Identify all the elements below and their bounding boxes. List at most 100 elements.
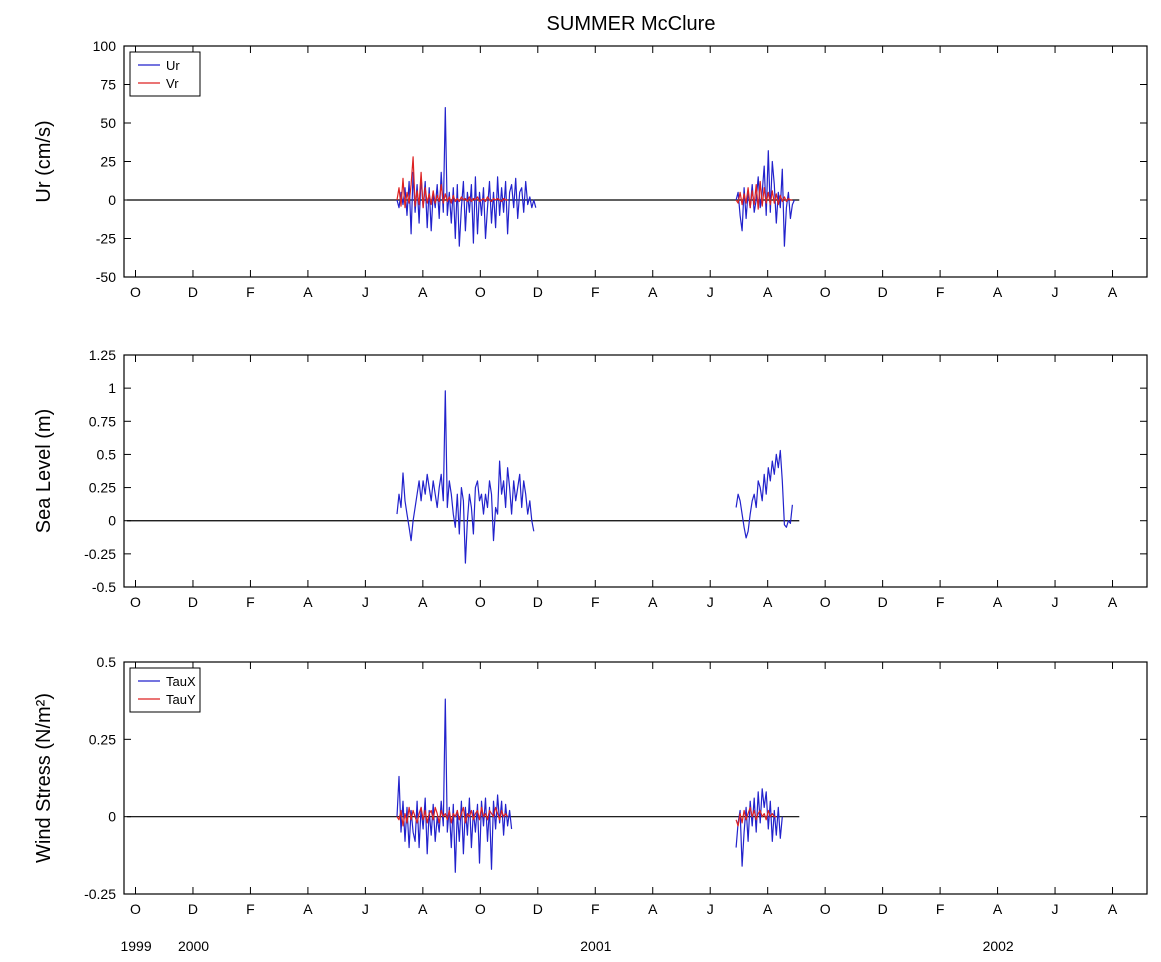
x-tick-label: O bbox=[820, 284, 831, 300]
x-tick-label: A bbox=[648, 901, 658, 917]
series-line-ur-1 bbox=[396, 106, 537, 247]
y-axis-label: Wind Stress (N/m²) bbox=[33, 693, 55, 863]
legend-entry: TauY bbox=[166, 692, 196, 707]
x-tick-label: O bbox=[130, 901, 141, 917]
x-tick-label: F bbox=[246, 901, 255, 917]
x-tick-label: D bbox=[188, 594, 198, 610]
chart-title: SUMMER McClure bbox=[547, 13, 716, 35]
x-tick-label: F bbox=[936, 594, 945, 610]
x-tick-label: A bbox=[303, 594, 313, 610]
x-tick-label: O bbox=[475, 594, 486, 610]
year-labels: 1999 2000 2001 2002 bbox=[120, 938, 1013, 954]
legend: TauX TauY bbox=[129, 667, 201, 713]
y-tick-label: 1 bbox=[108, 380, 116, 396]
y-tick-label: 0 bbox=[108, 192, 116, 208]
series-line-tauy-2 bbox=[735, 806, 777, 827]
x-tick-label: F bbox=[936, 284, 945, 300]
panel-2: -0.5 -0.25 0 0.25 0.5 0.75 1 1.25 O D F A J A O D F A J A O D… bbox=[33, 347, 1148, 610]
year-label: 2000 bbox=[178, 938, 209, 954]
y-tick-label: 0.25 bbox=[89, 480, 116, 496]
x-tick-label: O bbox=[475, 284, 486, 300]
series-line-sea-level-1 bbox=[396, 390, 535, 564]
x-tick-label: F bbox=[591, 901, 600, 917]
x-tick-label: A bbox=[418, 284, 428, 300]
legend-box bbox=[129, 51, 201, 97]
y-tick-label: 0 bbox=[108, 809, 116, 825]
x-tick-label: A bbox=[303, 284, 313, 300]
panel-3: -0.25 0 0.25 0.5 O D F A J A O D F A J A O D F A J A Wind Stre… bbox=[33, 654, 1148, 917]
y-tick-label: -0.25 bbox=[84, 546, 116, 562]
x-tick-label: F bbox=[591, 594, 600, 610]
x-tick-label: A bbox=[418, 901, 428, 917]
x-tick-label: A bbox=[763, 284, 773, 300]
x-tick-label: A bbox=[648, 284, 658, 300]
x-tick-label: A bbox=[763, 594, 773, 610]
y-tick-label: -25 bbox=[96, 231, 116, 247]
x-tick-label: J bbox=[362, 901, 369, 917]
x-tick-label: A bbox=[993, 594, 1003, 610]
year-label: 2001 bbox=[580, 938, 611, 954]
legend-entry: TauX bbox=[166, 674, 196, 689]
legend-entry: Vr bbox=[166, 76, 179, 91]
x-tick-label: D bbox=[188, 901, 198, 917]
x-tick-label: D bbox=[878, 284, 888, 300]
series-line-taux-1 bbox=[396, 698, 513, 873]
y-tick-label: 25 bbox=[100, 154, 116, 170]
y-axis-label: Ur (cm/s) bbox=[33, 120, 55, 202]
x-tick-label: A bbox=[303, 901, 313, 917]
axes-frame bbox=[123, 661, 1148, 895]
x-tick-label: D bbox=[533, 901, 543, 917]
axes-frame bbox=[123, 45, 1148, 278]
legend-box bbox=[129, 667, 201, 713]
x-tick-label: A bbox=[763, 901, 773, 917]
year-label: 1999 bbox=[120, 938, 151, 954]
x-tick-label: D bbox=[533, 284, 543, 300]
x-tick-label: D bbox=[188, 284, 198, 300]
x-tick-label: F bbox=[591, 284, 600, 300]
y-tick-label: 0.25 bbox=[89, 731, 116, 747]
year-label: 2002 bbox=[983, 938, 1014, 954]
y-tick-label: -0.25 bbox=[84, 886, 116, 902]
x-tick-label: J bbox=[707, 284, 714, 300]
y-tick-label: -0.5 bbox=[92, 579, 116, 595]
series-line-tauy-1 bbox=[396, 806, 509, 827]
x-tick-label: A bbox=[418, 594, 428, 610]
x-tick-label: J bbox=[1052, 594, 1059, 610]
series-line-vr-1 bbox=[396, 156, 508, 209]
y-tick-label: 0.5 bbox=[97, 654, 117, 670]
y-tick-label: 0.5 bbox=[97, 446, 117, 462]
x-tick-label: A bbox=[993, 284, 1003, 300]
y-tick-label: 75 bbox=[100, 77, 116, 93]
x-tick-label: O bbox=[475, 901, 486, 917]
x-tick-label: J bbox=[707, 901, 714, 917]
x-tick-label: F bbox=[246, 594, 255, 610]
x-tick-label: D bbox=[878, 901, 888, 917]
x-tick-label: J bbox=[1052, 284, 1059, 300]
x-tick-label: O bbox=[820, 901, 831, 917]
x-tick-label: J bbox=[362, 594, 369, 610]
x-tick-label: A bbox=[993, 901, 1003, 917]
x-tick-label: O bbox=[130, 284, 141, 300]
x-tick-label: O bbox=[130, 594, 141, 610]
x-tick-label: J bbox=[707, 594, 714, 610]
panels: -50 -25 0 25 50 75 100 O D F A J A O D F A J A O D F A J A Ur (cm… bbox=[33, 38, 1148, 917]
x-tick-label: F bbox=[246, 284, 255, 300]
x-tick-label: O bbox=[820, 594, 831, 610]
y-tick-label: 1.25 bbox=[89, 347, 116, 363]
y-tick-label: -50 bbox=[96, 269, 116, 285]
axes-frame bbox=[123, 354, 1148, 588]
series-line-sea-level-2 bbox=[735, 449, 793, 539]
x-tick-label: J bbox=[362, 284, 369, 300]
y-tick-label: 100 bbox=[93, 38, 117, 54]
x-tick-label: A bbox=[648, 594, 658, 610]
x-tick-label: J bbox=[1052, 901, 1059, 917]
x-tick-label: D bbox=[878, 594, 888, 610]
y-axis-label: Sea Level (m) bbox=[33, 409, 55, 534]
x-tick-label: A bbox=[1108, 284, 1118, 300]
y-tick-label: 50 bbox=[100, 115, 116, 131]
x-tick-label: F bbox=[936, 901, 945, 917]
legend-entry: Ur bbox=[166, 58, 180, 73]
series-line-vr-2 bbox=[735, 180, 793, 210]
x-tick-label: A bbox=[1108, 901, 1118, 917]
